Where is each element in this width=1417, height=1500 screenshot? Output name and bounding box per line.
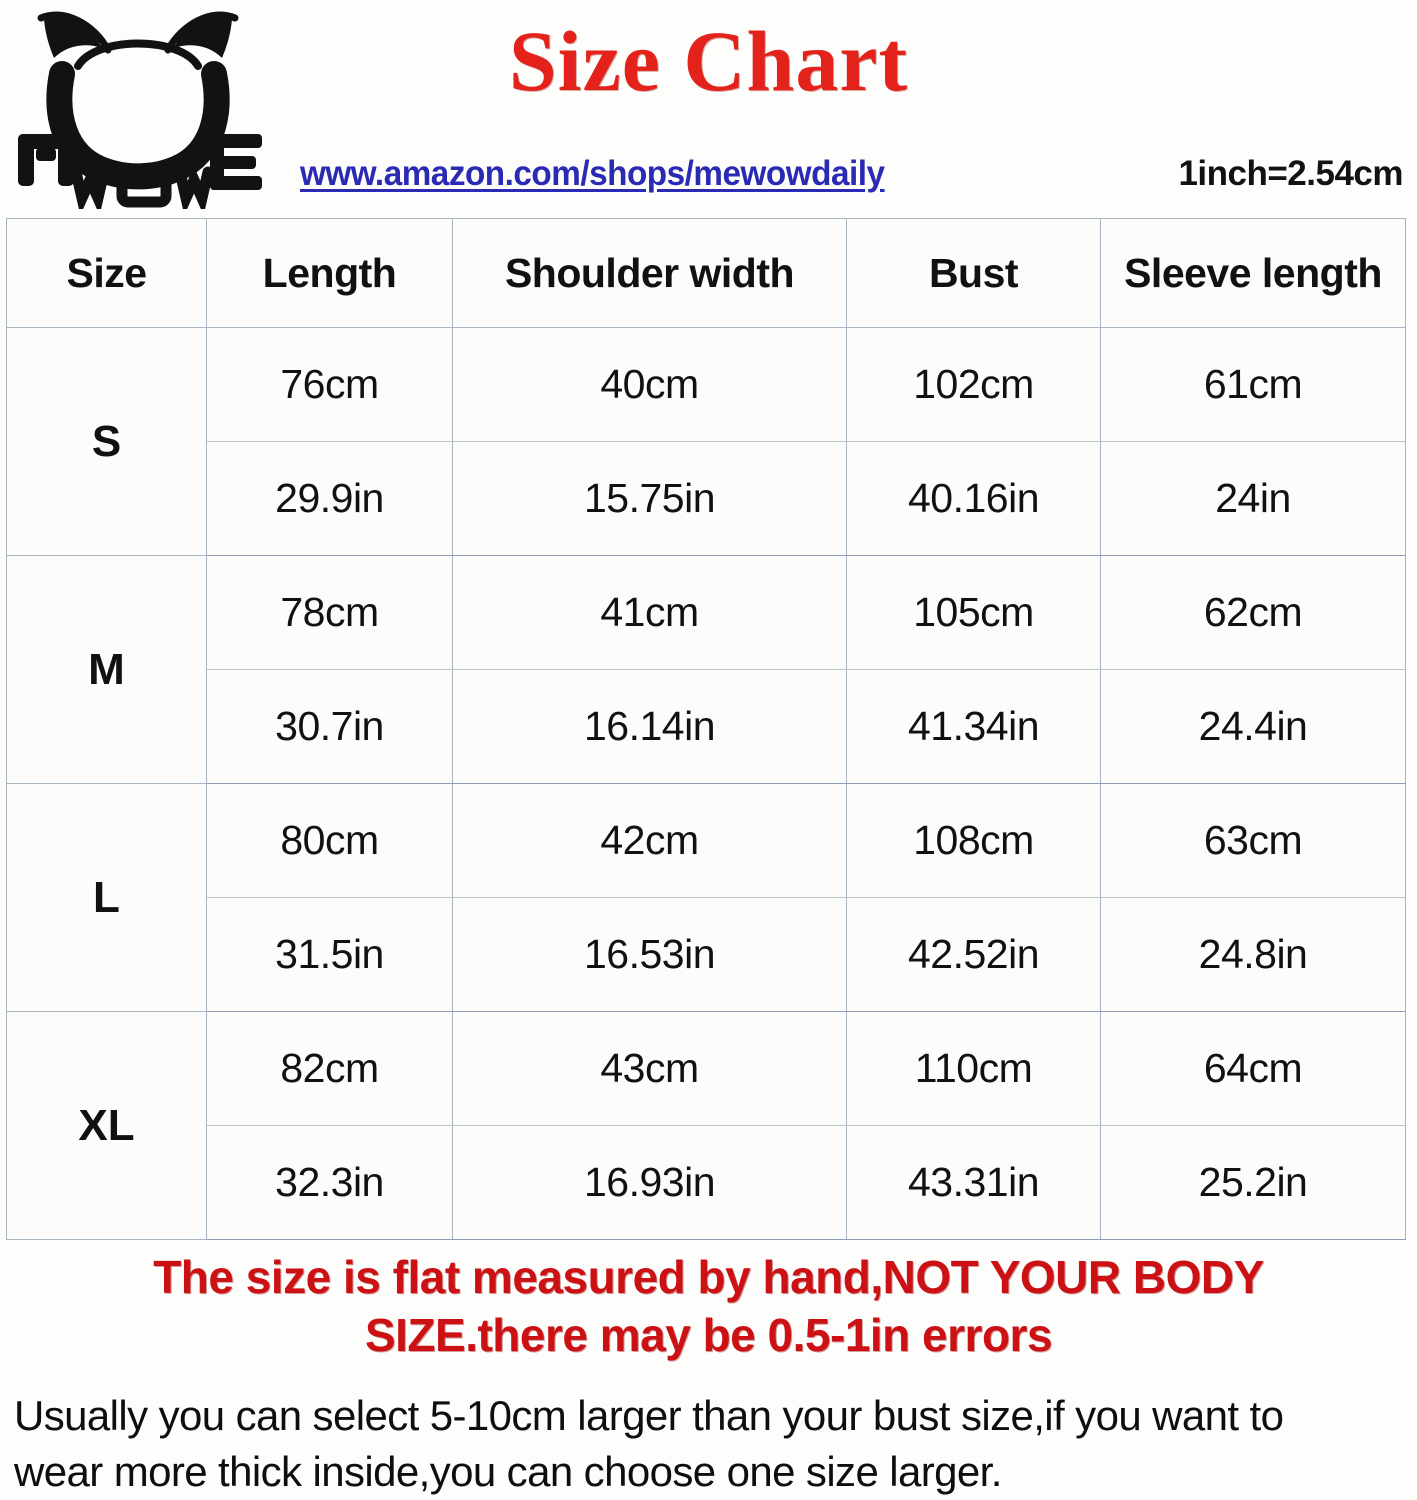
column-header-size: Size <box>6 218 207 328</box>
header: Size Chart www.amazon.com/shops/mewowdai… <box>0 0 1417 214</box>
cell-m-length-cm: 78cm <box>206 555 453 670</box>
table-row: 29.9in 15.75in 40.16in 24in <box>7 441 1406 556</box>
table-row: XL 82cm 43cm 110cm 64cm <box>6 1011 1406 1240</box>
cell-m-shoulder-cm: 41cm <box>452 555 847 670</box>
cell-xl-length-in: 32.3in <box>206 1125 453 1240</box>
table-row: S 76cm 40cm 102cm 61cm <box>6 327 1406 556</box>
cell-l-sleeve-cm: 63cm <box>1100 783 1406 898</box>
cell-s-shoulder-cm: 40cm <box>452 327 847 442</box>
cell-s-shoulder-in: 15.75in <box>452 441 847 556</box>
size-label-m: M <box>6 555 207 784</box>
cell-xl-bust-cm: 110cm <box>846 1011 1101 1126</box>
measurement-warning: The size is flat measured by hand,NOT YO… <box>0 1248 1417 1364</box>
table-row: 30.7in 16.14in 41.34in 24.4in <box>7 669 1406 784</box>
cell-xl-bust-in: 43.31in <box>846 1125 1101 1240</box>
table-row: 31.5in 16.53in 42.52in 24.8in <box>7 897 1406 1012</box>
cell-xl-sleeve-cm: 64cm <box>1100 1011 1406 1126</box>
unit-conversion-note: 1inch=2.54cm <box>1178 154 1403 193</box>
cell-m-shoulder-in: 16.14in <box>452 669 847 784</box>
cell-l-bust-in: 42.52in <box>846 897 1101 1012</box>
cell-m-sleeve-cm: 62cm <box>1100 555 1406 670</box>
page-title: Size Chart <box>508 13 909 109</box>
cell-s-length-cm: 76cm <box>206 327 453 442</box>
size-label-s: S <box>6 327 207 556</box>
cell-xl-shoulder-in: 16.93in <box>452 1125 847 1240</box>
cell-xl-length-cm: 82cm <box>206 1011 453 1126</box>
warning-line-2: SIZE.there may be 0.5-1in errors <box>364 1309 1053 1361</box>
cell-m-bust-in: 41.34in <box>846 669 1101 784</box>
cell-s-bust-cm: 102cm <box>846 327 1101 442</box>
column-header-shoulder-width: Shoulder width <box>452 218 847 328</box>
cell-s-sleeve-cm: 61cm <box>1100 327 1406 442</box>
cell-l-sleeve-in: 24.8in <box>1100 897 1406 1012</box>
cell-l-shoulder-cm: 42cm <box>452 783 847 898</box>
sizing-advice-note: Usually you can select 5-10cm larger tha… <box>14 1388 1404 1500</box>
table-row: L 80cm 42cm 108cm 63cm <box>6 783 1406 1012</box>
cell-xl-sleeve-in: 25.2in <box>1100 1125 1406 1240</box>
cell-m-length-in: 30.7in <box>206 669 453 784</box>
column-header-bust: Bust <box>846 218 1101 328</box>
cell-s-length-in: 29.9in <box>206 441 453 556</box>
cell-s-bust-in: 40.16in <box>846 441 1101 556</box>
table-row: 32.3in 16.93in 43.31in 25.2in <box>7 1125 1406 1240</box>
size-chart-table: Size Length Shoulder width Bust Sleeve l… <box>6 218 1406 1240</box>
size-label-l: L <box>6 783 207 1012</box>
cell-xl-shoulder-cm: 43cm <box>452 1011 847 1126</box>
cell-s-sleeve-in: 24in <box>1100 441 1406 556</box>
table-header-row: Size Length Shoulder width Bust Sleeve l… <box>6 218 1406 328</box>
mewow-clock-cat-icon <box>18 11 262 209</box>
cell-m-sleeve-in: 24.4in <box>1100 669 1406 784</box>
cell-l-shoulder-in: 16.53in <box>452 897 847 1012</box>
shop-url-link[interactable]: www.amazon.com/shops/mewowdaily <box>300 154 885 193</box>
cell-l-bust-cm: 108cm <box>846 783 1101 898</box>
cell-l-length-cm: 80cm <box>206 783 453 898</box>
cell-m-bust-cm: 105cm <box>846 555 1101 670</box>
table-row: M 78cm 41cm 105cm 62cm <box>6 555 1406 784</box>
brand-logo <box>14 4 266 209</box>
column-header-sleeve-length: Sleeve length <box>1100 218 1406 328</box>
size-label-xl: XL <box>6 1011 207 1240</box>
note-line-1: Usually you can select 5-10cm larger tha… <box>14 1392 1284 1439</box>
warning-line-1: The size is flat measured by hand,NOT YO… <box>153 1251 1264 1303</box>
column-header-length: Length <box>206 218 453 328</box>
note-line-2: wear more thick inside,you can choose on… <box>14 1448 1002 1495</box>
cell-l-length-in: 31.5in <box>206 897 453 1012</box>
